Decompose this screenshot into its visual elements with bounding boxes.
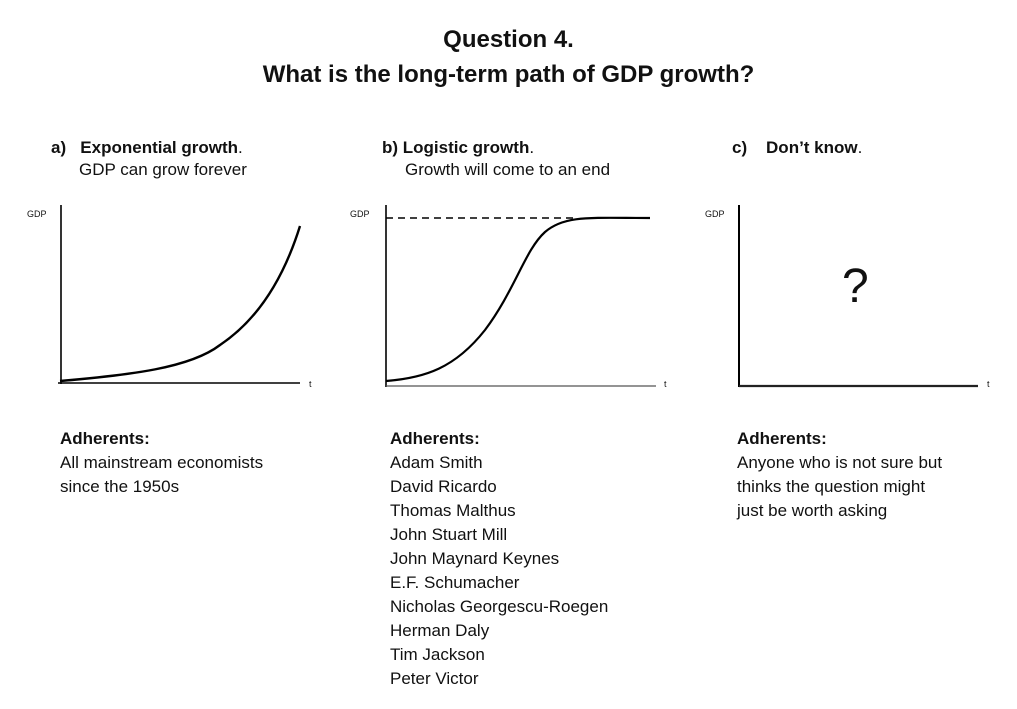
list-item: E.F. Schumacher (390, 573, 520, 592)
list-item: Tim Jackson (390, 645, 485, 664)
list-item: John Maynard Keynes (390, 549, 560, 568)
list-item: Peter Victor (390, 669, 479, 688)
list-item: Adam Smith (390, 453, 483, 472)
graph-c-x-label: t (987, 379, 990, 389)
option-b-heading: b) Logistic growth. (382, 137, 534, 159)
option-a-subtitle: GDP can grow forever (79, 160, 247, 179)
option-b-period: . (529, 138, 535, 157)
option-c-title: Don’t know (766, 138, 858, 157)
option-c-adherents: Adherents: Anyone who is not sure but th… (737, 427, 942, 523)
graph-c-y-label: GDP (705, 209, 725, 219)
option-a-adherents: Adherents: All mainstream economists sin… (60, 427, 263, 499)
list-item: Anyone who is not sure but (737, 453, 943, 472)
page-title-line-1: Question 4. (443, 26, 574, 53)
option-a-letter: a) (51, 138, 67, 157)
option-c-adherents-heading: Adherents: (737, 429, 827, 448)
page-title-line-2: What is the long-term path of GDP growth… (262, 61, 755, 88)
graph-c-question-mark: ? (842, 260, 869, 313)
option-b-adherents-heading: Adherents: (390, 429, 480, 448)
graph-b-y-label: GDP (350, 209, 370, 219)
option-c-period: . (857, 138, 863, 157)
option-b-adherents: Adherents: Adam Smith David Ricardo Thom… (390, 427, 608, 691)
option-a-adherents-heading: Adherents: (60, 429, 150, 448)
graph-a-y-label: GDP (27, 209, 47, 219)
graph-b-x-label: t (664, 379, 667, 389)
option-c-letter: c) (732, 138, 748, 157)
list-item: Herman Daly (390, 621, 490, 640)
option-a-title: Exponential growth (80, 138, 239, 157)
graph-a-exponential-curve (59, 225, 302, 383)
list-item: since the 1950s (60, 477, 180, 496)
list-item: John Stuart Mill (390, 525, 508, 544)
option-b-subtitle: Growth will come to an end (405, 160, 611, 179)
graph-a-x-label: t (309, 379, 312, 389)
list-item: thinks the question might (737, 477, 926, 496)
list-item: just be worth asking (737, 501, 888, 520)
option-a-period: . (238, 138, 243, 157)
option-c-heading: c) Don’t know. (732, 137, 862, 159)
list-item: Nicholas Georgescu-Roegen (390, 597, 609, 616)
graph-b-logistic-curve (385, 216, 651, 383)
list-item: All mainstream economists (60, 453, 264, 472)
option-a-heading: a) Exponential growth. (51, 137, 243, 159)
list-item: Thomas Malthus (390, 501, 516, 520)
option-b-title: Logistic growth (402, 138, 530, 157)
list-item: David Ricardo (390, 477, 497, 496)
option-b-letter: b) (382, 138, 399, 157)
